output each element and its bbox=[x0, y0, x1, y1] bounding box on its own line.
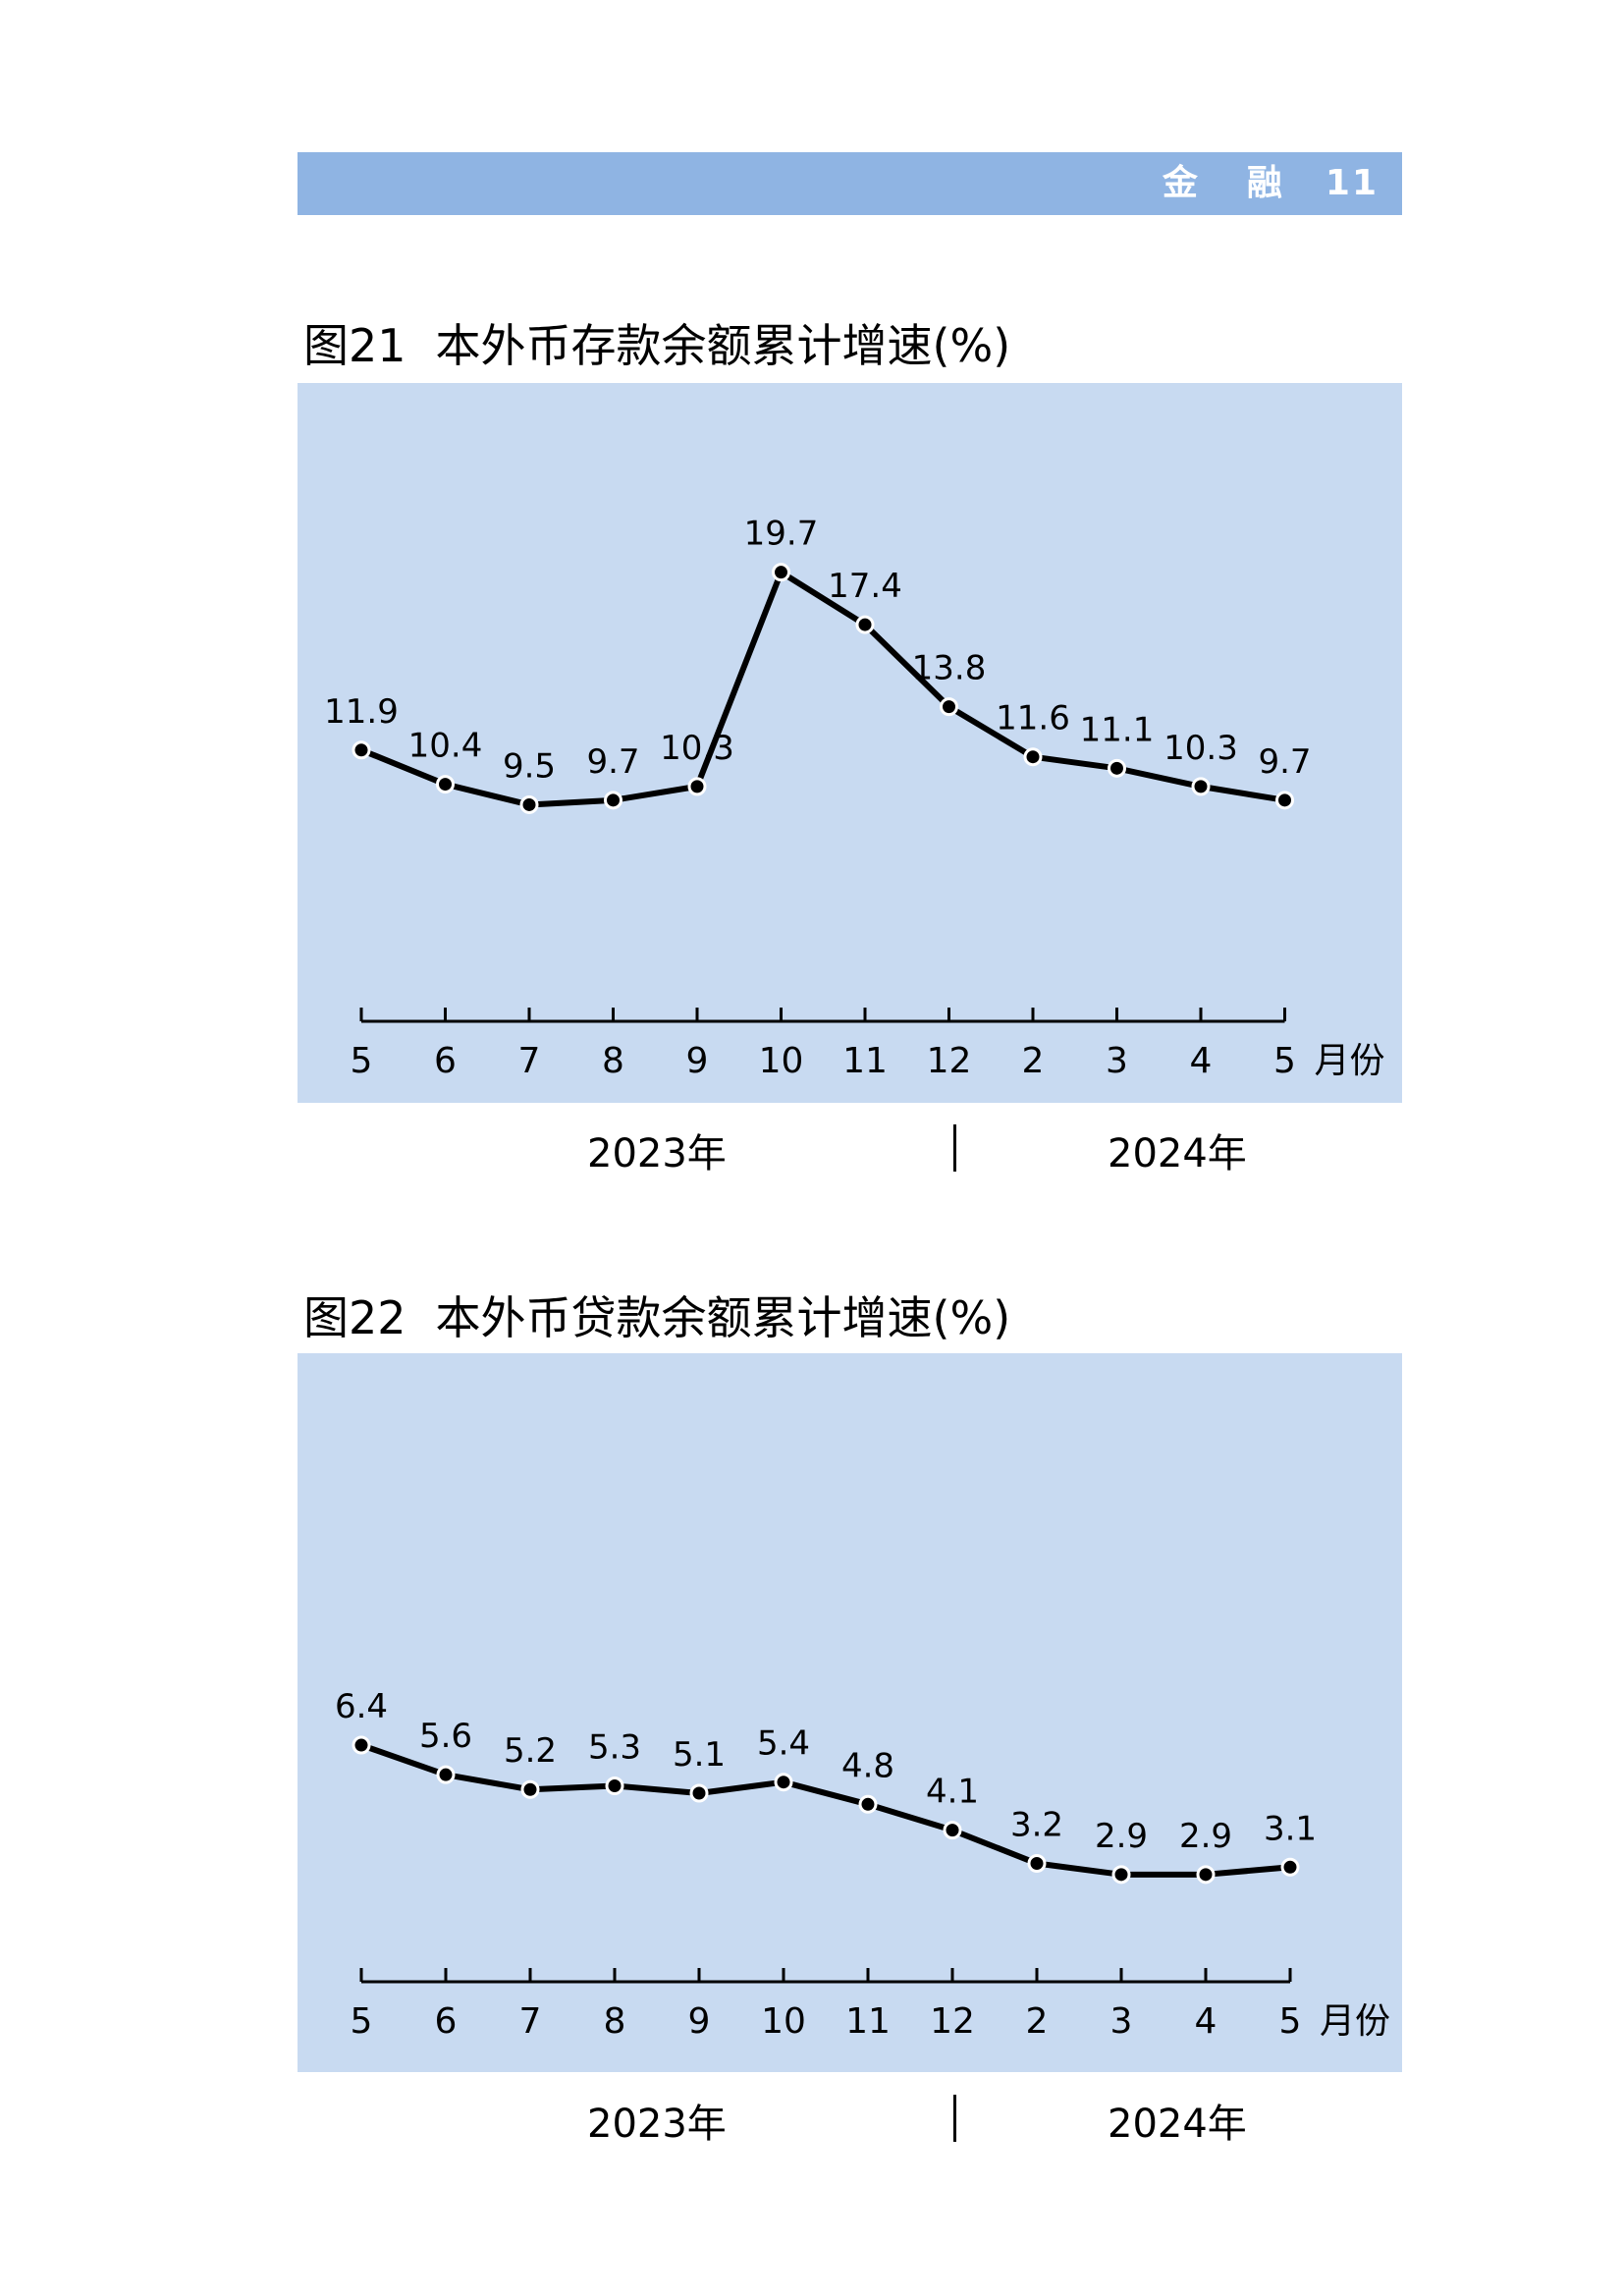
chart-21-data-point bbox=[940, 697, 958, 717]
header-section-title: 金 融 11 bbox=[1163, 152, 1379, 215]
chart-22-data-point bbox=[1196, 1865, 1216, 1885]
chart-22-data-label: 5.4 bbox=[757, 1724, 810, 1764]
chart-21-data-label: 10.4 bbox=[408, 727, 483, 766]
chart-22-x-tick-label: 12 bbox=[930, 2001, 975, 2042]
chart-21-data-point bbox=[352, 740, 371, 760]
chart-21-data-point bbox=[1108, 758, 1126, 778]
chart-22-title-number: 图22 bbox=[303, 1291, 406, 1344]
chart-22-data-label: 5.3 bbox=[588, 1727, 641, 1767]
chart-21-x-tick-label: 5 bbox=[351, 1041, 373, 1081]
chart-21-data-point bbox=[1023, 747, 1043, 767]
chart-21-data-label: 9.5 bbox=[503, 746, 556, 786]
chart-22-data-label: 3.2 bbox=[1010, 1806, 1063, 1845]
chart-22-year-separator bbox=[953, 2095, 956, 2142]
chart-22-series-line bbox=[358, 1742, 1293, 1878]
chart-21-x-tick-label: 10 bbox=[759, 1041, 804, 1081]
chart-21-x-tick-label: 8 bbox=[602, 1041, 624, 1081]
chart-22-x-tick-label: 4 bbox=[1195, 2001, 1217, 2042]
chart-22-data-point bbox=[520, 1779, 540, 1799]
chart-22-x-tick-label: 3 bbox=[1110, 2001, 1133, 2042]
chart-21-x-tick-label: 7 bbox=[518, 1041, 541, 1081]
header-section-char-2: 融 bbox=[1246, 163, 1284, 203]
chart-21-series-line bbox=[358, 569, 1288, 808]
chart-22-data-point bbox=[858, 1794, 878, 1814]
chart-21-x-tick-label: 6 bbox=[434, 1041, 457, 1081]
chart-21-x-tick-label: 11 bbox=[842, 1041, 888, 1081]
chart-21-year-2023: 2023年 bbox=[587, 1131, 727, 1176]
chart-21-data-point bbox=[687, 777, 707, 796]
chart-22-svg: 5 6 7 8 9 10 11 12 2 3 4 5 月份 6.4 5.6 5.2 5.3 5.1 5.4 4.8 4.… bbox=[335, 1687, 1390, 2042]
chart-21-year-2024: 2024年 bbox=[1108, 1131, 1247, 1176]
chart-21-x-tick-label: 12 bbox=[927, 1041, 972, 1081]
chart-21-data-point bbox=[1275, 791, 1294, 810]
chart-22-year-2023: 2023年 bbox=[587, 2102, 727, 2147]
chart-21-year-separator bbox=[953, 1124, 956, 1172]
chart-22-x-tick-label: 11 bbox=[845, 2001, 891, 2042]
chart-22-data-label: 6.4 bbox=[335, 1687, 388, 1726]
chart-21-x-tick-label: 5 bbox=[1273, 1041, 1296, 1081]
chart-21-title: 图21 本外币存款余额累计增速(%) bbox=[303, 310, 1010, 375]
chart-22-data-point bbox=[1111, 1865, 1131, 1885]
header-band: 金 融 11 bbox=[298, 152, 1402, 215]
chart-21-x-tick-label: 2 bbox=[1022, 1041, 1045, 1081]
chart-22-data-label: 4.1 bbox=[926, 1773, 979, 1812]
chart-22-data-label: 2.9 bbox=[1095, 1817, 1148, 1856]
chart-22-data-point bbox=[352, 1735, 371, 1755]
chart-22-title: 图22 本外币贷款余额累计增速(%) bbox=[303, 1283, 1010, 1347]
chart-21-x-tick-label: 9 bbox=[686, 1041, 709, 1081]
chart-22-data-point bbox=[1027, 1854, 1047, 1874]
chart-21-x-tick-label: 4 bbox=[1190, 1041, 1213, 1081]
chart-22-x-axis-unit: 月份 bbox=[1320, 2001, 1390, 2042]
chart-21-data-label: 17.4 bbox=[828, 567, 902, 606]
chart-22-data-point bbox=[436, 1765, 456, 1784]
chart-21-data-point bbox=[519, 794, 539, 814]
chart-21-data-point bbox=[772, 563, 790, 582]
chart-22-data-label: 2.9 bbox=[1179, 1817, 1232, 1856]
chart-21-data-label: 9.7 bbox=[1258, 742, 1311, 782]
chart-22-data-point bbox=[689, 1783, 709, 1803]
chart-22-x-tick-label: 8 bbox=[604, 2001, 626, 2042]
chart-21-plot-area: 5 6 7 8 9 10 11 12 2 3 4 5 月份 11.9 10.4 9.5 9.7 10.3 19.7 1… bbox=[298, 383, 1402, 1103]
chart-21-data-label: 10.3 bbox=[660, 729, 734, 768]
chart-22-x-tick-label: 5 bbox=[1279, 2001, 1302, 2042]
chart-22-data-point bbox=[943, 1821, 962, 1840]
chart-21-data-label: 10.3 bbox=[1163, 729, 1238, 768]
chart-22-x-tick-label: 5 bbox=[351, 2001, 373, 2042]
chart-22-title-text: 本外币贷款余额累计增速(%) bbox=[435, 1291, 1011, 1344]
chart-21-data-point bbox=[604, 791, 622, 810]
chart-21-x-axis-unit: 月份 bbox=[1315, 1041, 1385, 1081]
chart-22-x-tick-label: 6 bbox=[435, 2001, 458, 2042]
page-number: 11 bbox=[1325, 163, 1379, 203]
chart-21-title-number: 图21 bbox=[303, 319, 406, 372]
chart-22-x-tick-label: 7 bbox=[519, 2001, 542, 2042]
chart-22-plot-area: 5 6 7 8 9 10 11 12 2 3 4 5 月份 6.4 5.6 5.2 5.3 5.1 5.4 4.8 4.… bbox=[298, 1353, 1402, 2072]
chart-21-data-point bbox=[436, 775, 455, 794]
chart-21-title-text: 本外币存款余额累计增速(%) bbox=[435, 319, 1011, 372]
chart-21-data-label: 13.8 bbox=[912, 649, 987, 688]
chart-22-data-point bbox=[1280, 1857, 1300, 1877]
chart-22-data-point bbox=[774, 1773, 793, 1792]
chart-22-data-label: 5.1 bbox=[673, 1735, 726, 1775]
chart-21-x-tick-label: 3 bbox=[1106, 1041, 1128, 1081]
chart-22-data-label: 3.1 bbox=[1264, 1809, 1317, 1848]
chart-21-data-point bbox=[1191, 777, 1211, 796]
chart-22-data-label: 5.6 bbox=[419, 1717, 472, 1756]
chart-22-x-tick-label: 9 bbox=[688, 2001, 711, 2042]
chart-22-year-2024: 2024年 bbox=[1108, 2102, 1247, 2147]
chart-22-x-tick-label: 2 bbox=[1026, 2001, 1049, 2042]
header-section-char-1: 金 bbox=[1162, 163, 1200, 203]
chart-22-data-label: 4.8 bbox=[841, 1746, 894, 1785]
chart-21-data-label: 9.7 bbox=[586, 742, 639, 782]
chart-21-data-label: 11.6 bbox=[996, 699, 1070, 738]
chart-21-data-point bbox=[855, 615, 875, 634]
chart-21-data-label: 11.9 bbox=[324, 692, 399, 732]
chart-22-data-label: 5.2 bbox=[504, 1731, 557, 1771]
chart-22-x-tick-label: 10 bbox=[761, 2001, 806, 2042]
chart-22-data-point bbox=[605, 1776, 624, 1795]
chart-21-data-label: 11.1 bbox=[1080, 710, 1155, 749]
chart-21-data-label: 19.7 bbox=[744, 515, 819, 554]
